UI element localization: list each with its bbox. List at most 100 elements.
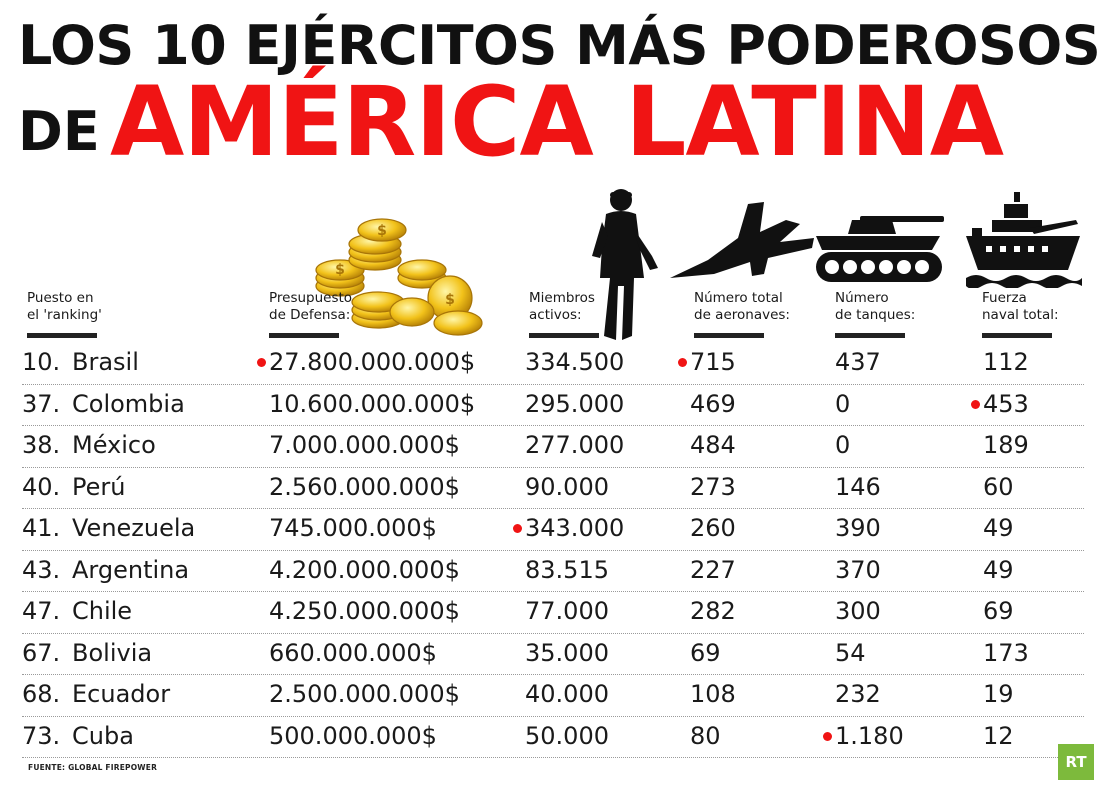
cell-budget: 4.200.000.000$ [269,555,460,584]
header-members: Miembros activos: [529,290,599,338]
cell-naval: 453 [983,389,1029,418]
header-members-line2: activos: [529,307,582,323]
cell-country: Cuba [72,721,134,750]
table-row: 37. Colombia 10.600.000.000$ 295.000 469 0 453 [22,385,1084,426]
cell-aircraft: 282 [690,597,736,625]
header-budget-line2: de Defensa: [269,307,351,323]
cell-tanks: 232 [835,680,881,708]
cell-naval: 112 [983,348,1029,376]
data-table: 10. Brasil 27.800.000.000$ 334.500 715 437 112… [22,343,1084,758]
cell-members: 334.500 [525,348,625,376]
header-naval: Fuerza naval total: [982,290,1059,338]
highlight-dot [971,399,980,409]
cell-aircraft: 273 [690,472,736,501]
cell-rank: 43. [22,555,61,584]
highlight-dot [823,731,832,741]
header-members-bar [529,333,599,338]
cell-tanks: 300 [835,597,881,625]
header-tanks: Número de tanques: [835,290,915,338]
cell-naval: 189 [983,431,1029,459]
cell-naval: 19 [983,680,1014,708]
table-row: 67. Bolivia 660.000.000$ 35.000 69 54 173 [22,634,1084,675]
cell-rank: 38. [22,431,61,459]
cell-members: 343.000 [525,514,625,542]
fighter-jet-icon [670,202,814,278]
header-budget-bar [269,333,339,338]
cell-naval: 12 [983,721,1014,750]
svg-text:$: $ [335,262,345,278]
header-rank-line1: Puesto en [27,290,94,306]
header-rank-bar [27,333,97,338]
cell-members: 295.000 [525,389,625,418]
tank-icon [816,216,944,282]
cell-budget: 2.560.000.000$ [269,472,460,501]
cell-tanks: 54 [835,638,866,667]
header-rank-line2: el 'ranking' [27,307,102,323]
cell-naval: 49 [983,555,1014,584]
cell-tanks: 370 [835,555,881,584]
source-note: FUENTE: GLOBAL FIREPOWER [28,763,158,772]
highlight-dot [513,524,522,533]
cell-budget: 10.600.000.000$ [269,389,476,418]
rt-logo: RT [1058,744,1094,780]
cell-country: Ecuador [72,680,171,708]
cell-tanks: 437 [835,348,881,376]
header-budget: Presupuesto de Defensa: [269,290,352,338]
svg-text:$: $ [445,292,455,308]
cell-members: 77.000 [525,597,609,625]
cell-naval: 69 [983,597,1014,625]
cell-rank: 68. [22,680,61,708]
cell-rank: 37. [22,389,61,418]
cell-tanks: 1.180 [835,721,904,750]
cell-aircraft: 715 [690,348,736,376]
coins-icon: $ $ $ [315,218,483,336]
cell-budget: 500.000.000$ [269,721,437,750]
cell-naval: 173 [983,638,1029,667]
cell-tanks: 390 [835,514,881,542]
header-naval-line1: Fuerza [982,290,1027,306]
warship-icon [966,192,1082,288]
cell-budget: 745.000.000$ [269,514,437,542]
soldier-icon [592,189,658,340]
cell-aircraft: 260 [690,514,736,542]
header-tanks-line2: de tanques: [835,307,916,323]
cell-country: Brasil [72,348,139,376]
cell-members: 277.000 [525,431,625,459]
cell-tanks: 146 [835,472,881,501]
table-row: 10. Brasil 27.800.000.000$ 334.500 715 437 112 [22,343,1084,385]
table-row: 68. Ecuador 2.500.000.000$ 40.000 108 232 19 [22,675,1084,717]
cell-aircraft: 484 [690,431,736,459]
cell-budget: 7.000.000.000$ [269,431,460,459]
cell-members: 40.000 [525,680,609,708]
cell-members: 35.000 [525,638,609,667]
header-tanks-line1: Número [835,290,889,306]
cell-budget: 660.000.000$ [269,638,437,667]
cell-aircraft: 69 [690,638,721,667]
table-row: 73. Cuba 500.000.000$ 50.000 80 1.180 12 [22,717,1084,758]
cell-naval: 60 [983,472,1014,501]
cell-aircraft: 227 [690,555,736,584]
table-row: 43. Argentina 4.200.000.000$ 83.515 227 370 49 [22,551,1084,592]
cell-country: Venezuela [72,514,196,542]
header-aircraft-line1: Número total [694,290,783,306]
cell-country: Colombia [72,389,185,418]
cell-rank: 73. [22,721,61,750]
svg-text:$: $ [377,223,387,239]
cell-budget: 4.250.000.000$ [269,597,460,625]
cell-country: Argentina [72,555,190,584]
cell-rank: 41. [22,514,61,542]
cell-members: 50.000 [525,721,609,750]
cell-members: 83.515 [525,555,609,584]
cell-country: Bolivia [72,638,153,667]
cell-aircraft: 469 [690,389,736,418]
header-rank: Puesto en el 'ranking' [27,290,102,338]
table-row: 40. Perú 2.560.000.000$ 90.000 273 146 60 [22,468,1084,509]
table-row: 41. Venezuela 745.000.000$ 343.000 260 390 49 [22,509,1084,551]
cell-tanks: 0 [835,431,851,459]
cell-rank: 10. [22,348,61,376]
cell-naval: 49 [983,514,1014,542]
cell-aircraft: 108 [690,680,736,708]
title-line-2: AMÉRICA LATINA [110,66,1004,178]
header-aircraft-line2: de aeronaves: [694,307,790,323]
header-naval-line2: naval total: [982,307,1059,323]
